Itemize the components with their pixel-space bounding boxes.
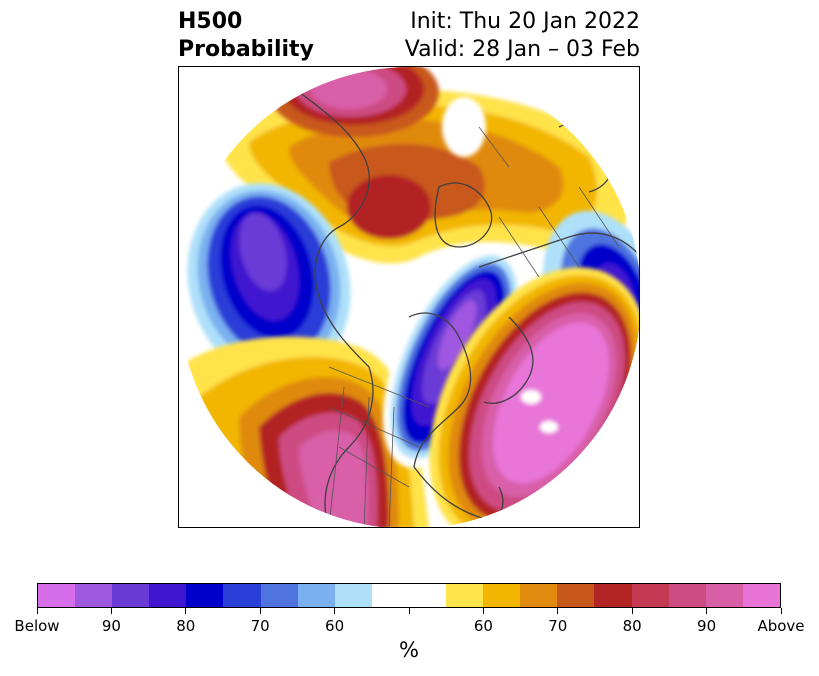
colorbar-above-segment — [557, 584, 595, 607]
colorbar-above-segment — [705, 584, 743, 607]
trough-canada — [382, 245, 526, 469]
title-variable: H500 — [178, 9, 243, 34]
colorbar-tick — [780, 608, 782, 614]
colorbar-below-segment — [38, 584, 76, 607]
colorbar-below-segment — [260, 584, 298, 607]
colorbar-below-segment — [297, 584, 335, 607]
colorbar-below-segment — [75, 584, 113, 607]
unit-label: % — [399, 638, 419, 662]
colorbar-tick-label: Above — [757, 617, 805, 635]
colorbar-below-segment — [334, 584, 372, 607]
colorbar-below-segment — [186, 584, 224, 607]
colorbar-tick — [631, 608, 633, 614]
colorbar-tick — [185, 608, 187, 614]
colorbar-above-segment — [742, 584, 780, 607]
title-quantity: Probability — [178, 37, 314, 62]
colorbar-center-tick — [408, 608, 410, 614]
colorbar-tick-label: 90 — [697, 617, 717, 635]
colorbar-above-segment — [668, 584, 706, 607]
valid-range: Valid: 28 Jan – 03 Feb — [404, 37, 640, 62]
colorbar-neutral-segment — [371, 584, 447, 607]
colorbar-tick-label: 90 — [101, 617, 121, 635]
colorbar-below-segment — [112, 584, 150, 607]
colorbar-tick-label: 60 — [325, 617, 345, 635]
colorbar-tick — [557, 608, 559, 614]
country-borders — [328, 126, 620, 527]
colorbar-tick — [706, 608, 708, 614]
colorbar-above-segment — [594, 584, 632, 607]
init-date: Init: Thu 20 Jan 2022 — [410, 9, 640, 34]
colorbar-tick — [110, 608, 112, 614]
colorbar-below-segment — [223, 584, 261, 607]
trough-west — [187, 183, 351, 381]
coastlines — [278, 76, 639, 527]
colorbar-tick-label: 80 — [622, 617, 642, 635]
probability-map — [179, 67, 639, 527]
colorbar-tick-label: 80 — [176, 617, 196, 635]
title-right: Init: Thu 20 Jan 2022 Valid: 28 Jan – 03… — [405, 8, 640, 64]
colorbar-above-segment — [483, 584, 521, 607]
colorbar — [37, 583, 781, 608]
colorbar-tick-label: 60 — [473, 617, 493, 635]
colorbar-tick-label: 70 — [548, 617, 568, 635]
colorbar-tick-label: 70 — [250, 617, 270, 635]
colorbar-above-segment — [446, 584, 484, 607]
colorbar-tick — [482, 608, 484, 614]
title-left: H500 Probability — [178, 8, 314, 64]
colorbar-above-segment — [520, 584, 558, 607]
colorbar-tick-label: Below — [14, 617, 60, 635]
colorbar-tick — [259, 608, 261, 614]
colorbar-below-segment — [149, 584, 187, 607]
colorbar-tick — [36, 608, 38, 614]
colorbar-tick — [334, 608, 336, 614]
colorbar-above-segment — [631, 584, 669, 607]
map-panel — [178, 66, 640, 528]
